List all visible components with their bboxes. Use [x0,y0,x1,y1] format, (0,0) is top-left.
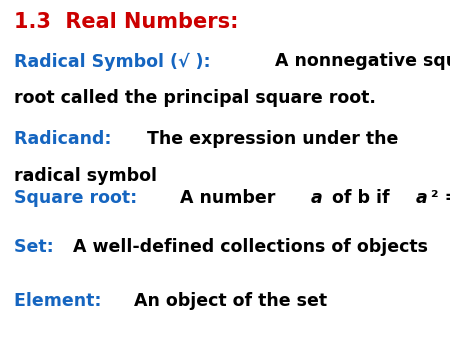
Text: An object of the set: An object of the set [134,292,327,310]
Text: Radicand:: Radicand: [14,130,117,148]
Text: of b if: of b if [326,189,396,207]
Text: Radical Symbol (√ ):: Radical Symbol (√ ): [14,52,216,71]
Text: a: a [311,189,323,207]
Text: 1.3  Real Numbers:: 1.3 Real Numbers: [14,12,238,32]
Text: Element:: Element: [14,292,107,310]
Text: a: a [416,189,428,207]
Text: root called the principal square root.: root called the principal square root. [14,89,375,107]
Text: The expression under the: The expression under the [147,130,398,148]
Text: A nonnegative square: A nonnegative square [275,52,450,70]
Text: Set:: Set: [14,238,59,256]
Text: Square root:: Square root: [14,189,143,207]
Text: ² =: ² = [431,189,450,207]
Text: A number: A number [180,189,282,207]
Text: A well-defined collections of objects: A well-defined collections of objects [72,238,427,256]
Text: radical symbol: radical symbol [14,167,157,185]
